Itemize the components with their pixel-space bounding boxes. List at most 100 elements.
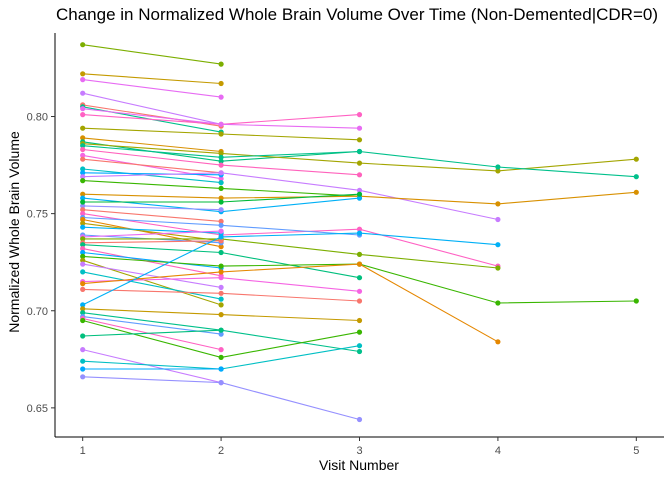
data-point xyxy=(633,298,639,304)
data-point xyxy=(218,176,224,182)
series-group xyxy=(80,191,363,205)
data-point xyxy=(218,218,224,224)
chart-title: Change in Normalized Whole Brain Volume … xyxy=(56,5,658,24)
data-point xyxy=(356,348,363,355)
data-point xyxy=(356,317,363,324)
series-group xyxy=(80,77,224,100)
data-point xyxy=(80,125,86,131)
data-point xyxy=(218,284,224,290)
data-point xyxy=(218,238,224,244)
series-group xyxy=(80,125,363,143)
data-point xyxy=(218,158,224,164)
data-point xyxy=(218,199,224,205)
data-point xyxy=(218,80,224,87)
data-point xyxy=(80,207,86,213)
series-line xyxy=(82,222,222,242)
data-point xyxy=(218,312,224,318)
data-point xyxy=(495,242,501,248)
data-point xyxy=(218,150,224,156)
data-point xyxy=(80,286,86,292)
series-group xyxy=(80,269,224,302)
data-point xyxy=(218,380,224,386)
data-point xyxy=(80,156,86,162)
data-point xyxy=(80,358,86,364)
data-point xyxy=(356,112,363,118)
data-point xyxy=(80,199,86,205)
data-point xyxy=(356,251,363,257)
data-point xyxy=(80,261,86,267)
data-point xyxy=(218,275,224,281)
y-axis-title: Normalized Whole Brain Volume xyxy=(6,131,22,333)
data-point xyxy=(356,230,363,236)
data-point xyxy=(218,94,224,100)
series-group xyxy=(80,143,639,180)
data-point xyxy=(218,222,224,228)
data-point xyxy=(80,220,86,226)
y-tick-label: 0.80 xyxy=(27,112,48,124)
x-tick-label: 1 xyxy=(80,445,86,457)
data-point xyxy=(80,302,86,308)
data-point xyxy=(218,207,224,213)
series-line xyxy=(82,349,222,384)
series-line xyxy=(82,137,222,153)
data-point xyxy=(218,249,224,256)
data-point xyxy=(356,195,363,201)
data-point xyxy=(218,180,224,186)
data-point xyxy=(356,137,363,143)
data-point xyxy=(356,191,363,197)
data-point xyxy=(356,160,363,166)
data-point xyxy=(218,195,224,201)
series-group xyxy=(80,141,639,174)
series-group xyxy=(80,216,224,250)
data-point xyxy=(218,244,224,250)
y-tick-label: 0.75 xyxy=(27,209,48,221)
data-point xyxy=(633,189,639,195)
data-point xyxy=(218,269,224,275)
data-point xyxy=(80,257,86,263)
data-point xyxy=(218,327,224,333)
data-point xyxy=(356,288,363,294)
series-group xyxy=(80,317,363,360)
data-point xyxy=(80,253,86,259)
data-point xyxy=(356,172,363,178)
data-point xyxy=(80,211,86,217)
data-point xyxy=(218,263,224,269)
data-point xyxy=(218,290,224,296)
series-line xyxy=(82,209,222,222)
data-point xyxy=(218,162,224,168)
data-point xyxy=(80,216,86,223)
data-point xyxy=(633,174,639,180)
x-tick-label: 5 xyxy=(633,445,639,457)
plot-area xyxy=(80,42,639,423)
data-point xyxy=(80,281,86,287)
data-point xyxy=(495,300,501,306)
series-group xyxy=(80,146,363,178)
data-point xyxy=(80,374,86,380)
data-point xyxy=(356,329,363,335)
data-point xyxy=(80,42,86,48)
series-line xyxy=(82,213,499,267)
data-point xyxy=(495,201,501,207)
series-group xyxy=(80,166,224,186)
data-point xyxy=(495,164,501,170)
x-tick-label: 2 xyxy=(218,445,224,457)
series-group xyxy=(80,306,363,324)
data-point xyxy=(80,195,86,201)
series-group xyxy=(80,135,224,155)
series-group xyxy=(80,261,501,345)
series-line xyxy=(82,158,222,174)
data-point xyxy=(218,228,224,234)
data-point xyxy=(80,310,86,316)
series-line xyxy=(82,259,222,306)
data-point xyxy=(80,317,86,324)
data-point xyxy=(218,354,224,360)
data-point xyxy=(356,261,363,267)
data-point xyxy=(218,131,224,137)
data-point xyxy=(356,226,363,232)
series-line xyxy=(82,248,222,277)
series-line xyxy=(82,329,222,337)
data-point xyxy=(80,71,86,77)
y-axis-ticks: 0.65 0.70 0.75 0.80 xyxy=(27,112,55,415)
series-group xyxy=(80,242,363,281)
